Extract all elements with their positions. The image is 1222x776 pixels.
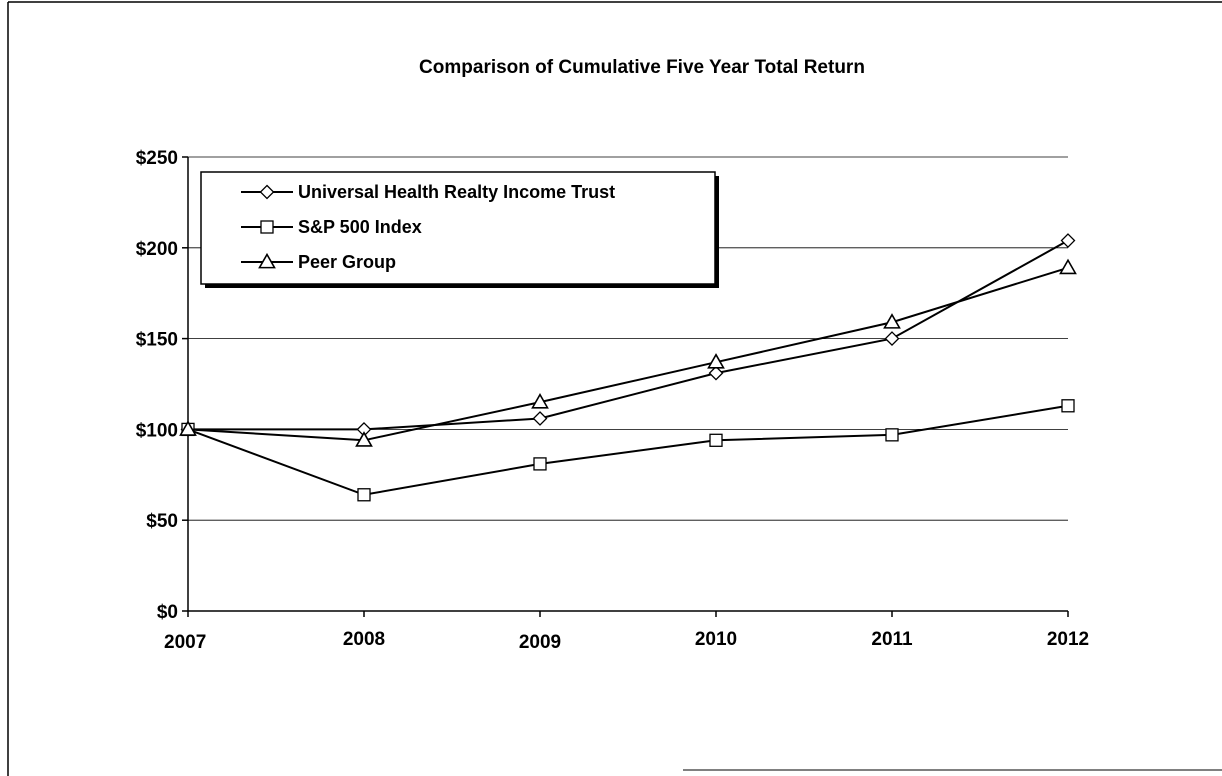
data-point-square-2009 (533, 457, 547, 471)
data-point-triangle-2009 (531, 393, 549, 409)
data-point-diamond-2011 (884, 331, 900, 347)
legend-marker-triangle (258, 252, 276, 269)
data-point-diamond-2012 (1060, 233, 1076, 248)
series-square (181, 399, 1075, 502)
x-tick-label-2007: 2007 (164, 632, 206, 653)
x-tick-label-2008: 2008 (343, 629, 385, 650)
series-line-diamond (188, 239, 1069, 431)
x-tick-label-2012: 2012 (1047, 629, 1089, 650)
y-tick-label-100: $100 (136, 420, 178, 441)
data-point-square-2010 (709, 433, 723, 447)
x-tick-label-2010: 2010 (695, 629, 737, 650)
data-point-diamond-2009 (532, 411, 548, 426)
series-line-square (187, 404, 1069, 496)
legend-marker-square (260, 220, 274, 234)
legend-label-diamond: Universal Health Realty Income Trust (298, 182, 615, 202)
data-point-diamond-2010 (708, 365, 724, 381)
series-layer (179, 233, 1077, 502)
y-tick-label-0: $0 (157, 602, 178, 623)
y-tick-label-50: $50 (146, 511, 178, 532)
data-point-triangle-2011 (883, 313, 901, 329)
data-point-triangle-2010 (707, 353, 725, 369)
series-triangle (179, 258, 1077, 447)
legend-label-square: S&P 500 Index (298, 217, 422, 237)
legend: Universal Health Realty Income Trust S&P … (200, 171, 719, 288)
data-point-triangle-2008 (355, 431, 373, 447)
series-line-triangle (187, 266, 1069, 442)
x-axis-ticks: 2007 2008 2009 2010 2011 2012 (164, 611, 1089, 653)
axes (187, 157, 1068, 612)
legend-label-triangle: Peer Group (298, 252, 396, 272)
x-tick-label-2011: 2011 (871, 629, 913, 650)
data-point-square-2011 (885, 428, 899, 442)
y-tick-label-150: $150 (136, 330, 178, 351)
y-tick-label-250: $250 (136, 148, 178, 169)
chart-title: Comparison of Cumulative Five Year Total… (419, 57, 865, 78)
data-point-square-2012 (1061, 399, 1075, 413)
data-point-square-2008 (357, 488, 371, 502)
x-tick-label-2009: 2009 (519, 632, 561, 653)
legend-entries: Universal Health Realty Income Trust S&P … (241, 182, 615, 272)
y-axis-ticks: $0 $50 $100 $150 $200 $250 (136, 148, 188, 623)
y-tick-label-200: $200 (136, 239, 178, 260)
data-point-triangle-2007 (179, 420, 197, 436)
data-point-triangle-2012 (1059, 258, 1077, 275)
legend-marker-diamond (259, 184, 275, 200)
